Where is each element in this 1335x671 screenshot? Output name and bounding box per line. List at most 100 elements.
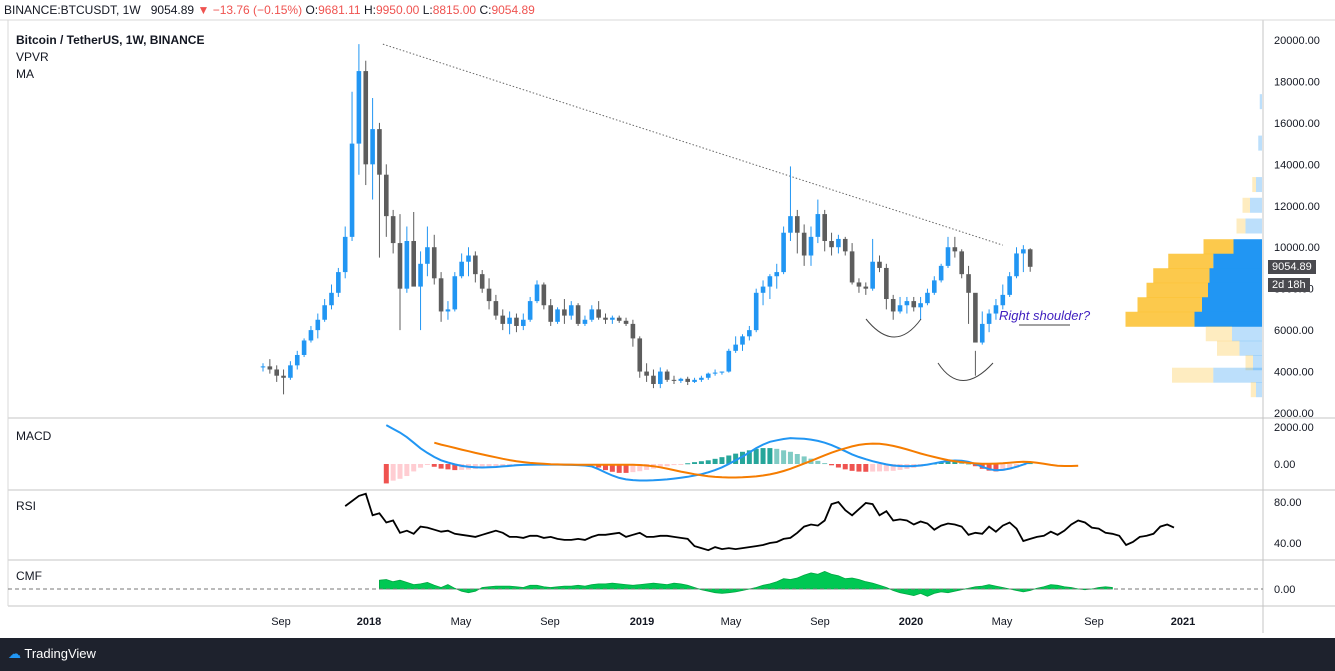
macd-histogram-bar xyxy=(863,464,869,472)
macd-histogram-bar xyxy=(719,457,725,464)
candle-body xyxy=(911,301,917,308)
price-axis-tick: 14000.00 xyxy=(1274,159,1320,171)
macd-histogram-bar xyxy=(870,464,876,472)
indicator-vpvr-label[interactable]: VPVR xyxy=(16,50,49,64)
price-axis-tick: 18000.00 xyxy=(1274,76,1320,88)
candle-body xyxy=(541,284,547,306)
macd-pane-title[interactable]: MACD xyxy=(16,429,52,443)
close-label: C: xyxy=(479,3,492,17)
macd-histogram-bar xyxy=(500,464,506,467)
price-axis-tick: 20000.00 xyxy=(1274,35,1320,47)
symbol-label[interactable]: BINANCE:BTCUSDT, 1W xyxy=(4,3,141,17)
rsi-line xyxy=(344,492,1175,552)
candle-body xyxy=(466,255,471,262)
macd-histogram-bar xyxy=(418,464,424,468)
price-axis-tick: 12000.00 xyxy=(1274,201,1320,213)
macd-histogram-bar xyxy=(397,464,403,479)
cmf-pane-title[interactable]: CMF xyxy=(16,569,42,583)
candle-body xyxy=(692,379,697,382)
candle-body xyxy=(548,305,553,322)
candle-body xyxy=(274,369,279,376)
candle-body xyxy=(644,371,649,376)
last-price: 9054.89 xyxy=(150,3,195,17)
candle-body xyxy=(486,288,492,302)
macd-histogram-bar xyxy=(452,464,458,471)
volume-profile-up-bar xyxy=(1256,177,1262,193)
candle-body xyxy=(918,303,923,308)
candle-body xyxy=(514,317,519,326)
volume-profile-up-bar xyxy=(1258,135,1262,151)
macd-histogram-bar xyxy=(411,464,417,472)
macd-histogram-bar xyxy=(431,464,437,467)
macd-histogram-bar xyxy=(438,464,444,469)
macd-histogram-bar xyxy=(1007,464,1013,470)
macd-histogram-bar xyxy=(945,461,951,464)
candle-body xyxy=(658,371,663,384)
candle-body xyxy=(836,238,841,248)
candle-body xyxy=(1027,249,1033,267)
macd-histogram-bar xyxy=(966,463,972,465)
volume-profile-layer xyxy=(1125,94,1262,398)
resistance-trendline xyxy=(382,43,1003,246)
candle-body xyxy=(753,292,759,331)
macd-histogram-bar xyxy=(787,451,793,464)
cmf-axis-tick: 0.00 xyxy=(1274,584,1295,596)
candle-body xyxy=(719,371,725,373)
candle-body xyxy=(336,272,341,293)
macd-histogram-bar xyxy=(972,464,978,467)
candle-body xyxy=(733,344,738,351)
high-value: 9950.00 xyxy=(375,3,420,17)
indicator-ma-label[interactable]: MA xyxy=(16,67,34,81)
candle-body xyxy=(445,309,451,312)
candle-body xyxy=(411,241,416,287)
candle-body xyxy=(1007,276,1012,295)
symbol-header: BINANCE:BTCUSDT, 1W 9054.89 ▼ −13.76 (−0… xyxy=(4,3,535,17)
candle-body xyxy=(356,71,362,144)
candle-body xyxy=(308,330,314,341)
candle-body xyxy=(473,255,478,275)
volume-profile-up-bar xyxy=(1194,311,1262,327)
cmf-layer xyxy=(379,570,1113,597)
tradingview-logo[interactable]: ☁ TradingView xyxy=(8,646,96,662)
volume-profile-up-bar xyxy=(1253,355,1262,371)
candle-body xyxy=(932,280,937,293)
candle-body xyxy=(767,276,773,287)
candle-body xyxy=(795,216,800,233)
candle-body xyxy=(726,350,732,372)
candle-body xyxy=(603,317,608,320)
macd-histogram-bar xyxy=(890,464,896,471)
candle-body xyxy=(781,232,786,273)
macd-histogram-bar xyxy=(486,464,492,468)
right-shoulder-annotation[interactable]: Right shoulder? xyxy=(999,308,1091,323)
chart-legend-title[interactable]: Bitcoin / TetherUS, 1W, BINANCE xyxy=(16,33,205,47)
macd-histogram-bar xyxy=(815,460,821,464)
candle-body xyxy=(774,272,780,277)
candle-body xyxy=(815,214,821,237)
time-axis-tick: 2019 xyxy=(630,616,654,628)
macd-histogram-bar xyxy=(507,464,513,466)
time-axis-tick: 2021 xyxy=(1171,616,1195,628)
high-label: H: xyxy=(363,3,376,17)
volume-profile-down-bar xyxy=(1125,311,1195,327)
candle-body xyxy=(829,241,834,248)
candle-body xyxy=(678,378,684,381)
macd-histogram-bar xyxy=(685,463,691,465)
macd-histogram-bar xyxy=(822,463,828,465)
volume-profile-down-bar xyxy=(1146,282,1208,298)
rsi-layer xyxy=(344,492,1175,552)
candle-body xyxy=(904,301,910,306)
volume-profile-down-bar xyxy=(1217,340,1240,356)
macd-histogram-bar xyxy=(479,464,485,469)
macd-histogram-bar xyxy=(712,458,718,464)
candle-body xyxy=(438,278,444,312)
macd-axis-tick: 0.00 xyxy=(1274,459,1295,471)
macd-histogram-bar xyxy=(849,464,855,471)
volume-profile-up-bar xyxy=(1256,382,1262,398)
macd-histogram-bar xyxy=(842,464,848,470)
rsi-pane-title[interactable]: RSI xyxy=(16,499,37,513)
candle-body xyxy=(562,309,567,316)
volume-profile-down-bar xyxy=(1242,197,1250,213)
volume-profile-down-bar xyxy=(1250,382,1256,398)
